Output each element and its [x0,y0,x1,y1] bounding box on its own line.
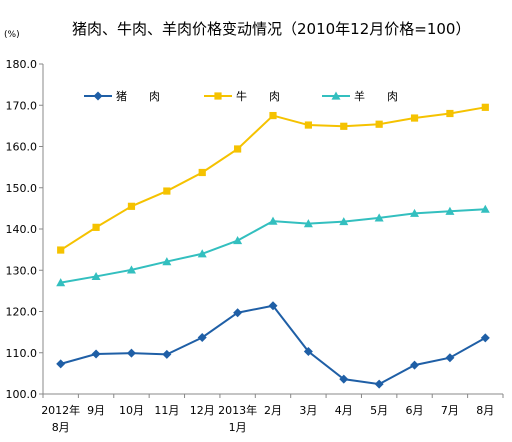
data-point [126,348,136,358]
data-point [303,347,313,357]
chart-title: 猪肉、牛肉、羊肉价格变动情况（2010年12月价格=100） [72,20,470,38]
x-tick-label: 10月 [119,404,144,417]
data-point [197,332,207,342]
legend-marker [93,91,103,101]
y-tick-label: 100.0 [6,388,38,401]
data-point [374,379,384,389]
data-point [127,202,136,210]
axes: 100.0 110.0 120.0 130.0 140.0 150.0 160.0 170.0… [6,58,504,434]
data-point [410,114,419,122]
data-point [445,353,455,363]
x-tick-label: 2013年 1月 [218,403,257,434]
data-point [480,204,490,213]
y-tick-label: 160.0 [6,141,38,154]
legend-marker [331,91,341,100]
x-tick-label-line: 9月 [87,404,105,417]
x-tick-label: 8月 [476,404,494,417]
data-point [268,216,278,225]
x-tick-label-line: 2月 [264,404,282,417]
data-point [339,374,349,384]
x-tick-label-line: 2012年 [41,403,80,417]
x-tick-label-line: 6月 [406,404,424,417]
legend-marker [214,92,222,100]
data-point [446,109,454,118]
x-tick-label: 7月 [441,404,459,417]
y-tick-label: 120.0 [6,306,38,319]
data-point [340,122,348,130]
y-tick-label: 130.0 [6,264,38,277]
data-point [92,223,100,231]
data-point [480,333,490,343]
data-point [57,246,65,254]
data-point [268,301,278,311]
x-tick-label-line: 8月 [476,404,494,417]
series-line [60,304,486,386]
data-point [481,103,489,111]
data-point [56,278,66,287]
data-point [234,145,242,153]
y-tick-label: 180.0 [6,58,38,71]
data-point [269,111,277,120]
x-tick-label: 3月 [299,404,317,417]
x-tick-label: 2012年 8月 [41,403,80,434]
x-tick-label: 4月 [335,404,353,417]
data-point [233,308,243,318]
y-tick-label: 110.0 [6,347,38,360]
x-tick-label: 11月 [154,404,179,417]
data-point [163,187,171,195]
x-tick-label-line: 7月 [441,404,459,417]
x-tick-label-line: 5月 [370,404,388,417]
legend-item-3: 羊 肉 [322,89,398,103]
x-tick-label-line: 10月 [119,404,144,417]
data-point [162,349,172,359]
x-tick-label-line: 11月 [154,404,179,417]
data-point [162,257,172,266]
legend-item-1: 猪 肉 [84,90,160,103]
data-point [339,217,349,226]
series-line [60,106,486,251]
y-tick-label: 150.0 [6,182,38,195]
x-tick-label: 6月 [406,404,424,417]
x-tick-label-line: 3月 [299,404,317,417]
data-point [374,213,384,222]
legend-label: 牛 肉 [236,89,280,103]
series-1 [56,301,490,389]
y-axis-unit: (%) [4,30,20,40]
data-point [233,236,243,245]
data-point [197,249,207,258]
legend: 猪 肉牛 肉羊 肉 [84,89,398,103]
x-tick-label: 9月 [87,404,105,417]
x-tick-label-line: 12月 [190,404,215,417]
data-point [410,360,420,370]
series-2 [57,103,489,254]
legend-label: 猪 肉 [116,90,160,103]
x-tick-label: 5月 [370,404,388,417]
legend-item-2: 牛 肉 [204,89,280,103]
legend-label: 羊 肉 [354,89,398,103]
x-tick-label-line: 2013年 [218,403,257,417]
x-tick-label-line: 4月 [335,404,353,417]
x-tick-label: 12月 [190,404,215,417]
series-layer [56,103,490,389]
y-tick-label: 140.0 [6,223,38,236]
data-point [375,120,383,128]
x-tick-label-line: 8月 [52,421,70,434]
data-point [91,271,101,281]
data-point [303,219,313,228]
data-point [410,208,420,217]
y-tick-label: 170.0 [6,99,38,112]
data-point [126,265,136,274]
data-point [445,206,455,215]
data-point [91,349,101,359]
x-tick-label-line: 1月 [229,421,247,434]
data-point [56,359,66,369]
data-point [304,121,312,129]
x-tick-label: 2月 [264,404,282,417]
data-point [198,168,206,177]
series-3 [56,204,490,287]
